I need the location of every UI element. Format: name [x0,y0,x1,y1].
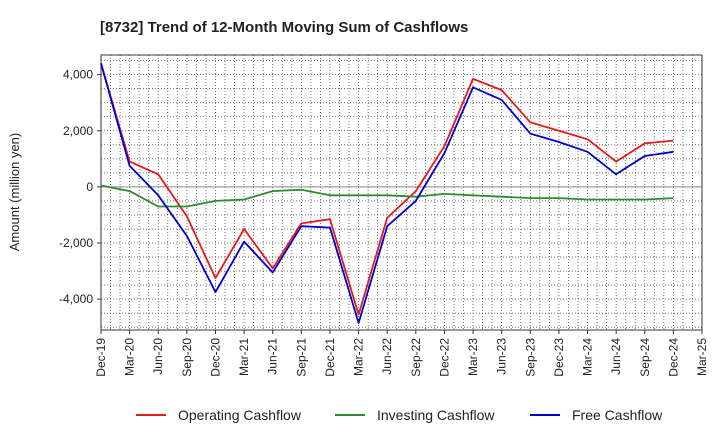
y-tick-label: 0 [86,180,93,194]
x-tick-label: Jun-23 [495,338,509,375]
x-tick-label: Dec-22 [437,338,451,377]
legend: Operating Cashflow Investing Cashflow Free… [136,407,663,423]
x-tick-label: Mar-22 [352,338,366,376]
y-tick-label: 4,000 [63,68,93,82]
y-axis-label: Amount (million yen) [7,133,22,252]
x-tick-label: Dec-24 [666,338,680,377]
legend-label: Investing Cashflow [377,407,495,423]
x-tick-label: Jun-22 [380,338,394,375]
y-tick-label: -4,000 [59,292,93,306]
series-line-operating-cashflow [100,63,674,316]
series [100,63,674,324]
series-line-free-cashflow [100,63,674,324]
legend-label: Free Cashflow [572,407,663,423]
x-tick-label: Jun-24 [609,338,623,375]
x-tick-label: Jun-20 [151,338,165,375]
y-tick-label: -2,000 [59,236,93,250]
plot-frame [100,54,703,331]
x-tick-label: Jun-21 [266,338,280,375]
x-tick-label: Mar-23 [466,338,480,376]
x-tick-label: Sep-24 [638,338,652,377]
y-tick-label: 2,000 [63,124,93,138]
chart-title: [8732] Trend of 12-Month Moving Sum of C… [100,19,468,36]
x-tick-label: Mar-25 [695,338,709,376]
legend-item-investing-cashflow: Investing Cashflow [335,407,495,423]
legend-item-operating-cashflow: Operating Cashflow [136,407,302,423]
x-tick-label: Sep-22 [409,338,423,377]
x-tick-label: Mar-21 [237,338,251,376]
legend-label: Operating Cashflow [178,407,302,423]
legend-item-free-cashflow: Free Cashflow [530,407,663,423]
series-line-investing-cashflow [100,184,674,208]
grid [101,55,702,330]
x-tick-label: Dec-20 [208,338,222,377]
x-tick-label: Dec-19 [94,338,108,377]
x-tick-label: Sep-21 [294,338,308,377]
x-tick-label: Sep-23 [523,338,537,377]
x-tick-label: Dec-23 [552,338,566,377]
x-tick-label: Mar-24 [581,338,595,376]
x-tick-label: Mar-20 [123,338,137,376]
x-tick-label: Sep-20 [180,338,194,377]
x-tick-label: Dec-21 [323,338,337,377]
axes: -4,000 -2,000 0 2,000 4,000 Dec-19 Mar-20 Jun-2… [59,54,709,377]
